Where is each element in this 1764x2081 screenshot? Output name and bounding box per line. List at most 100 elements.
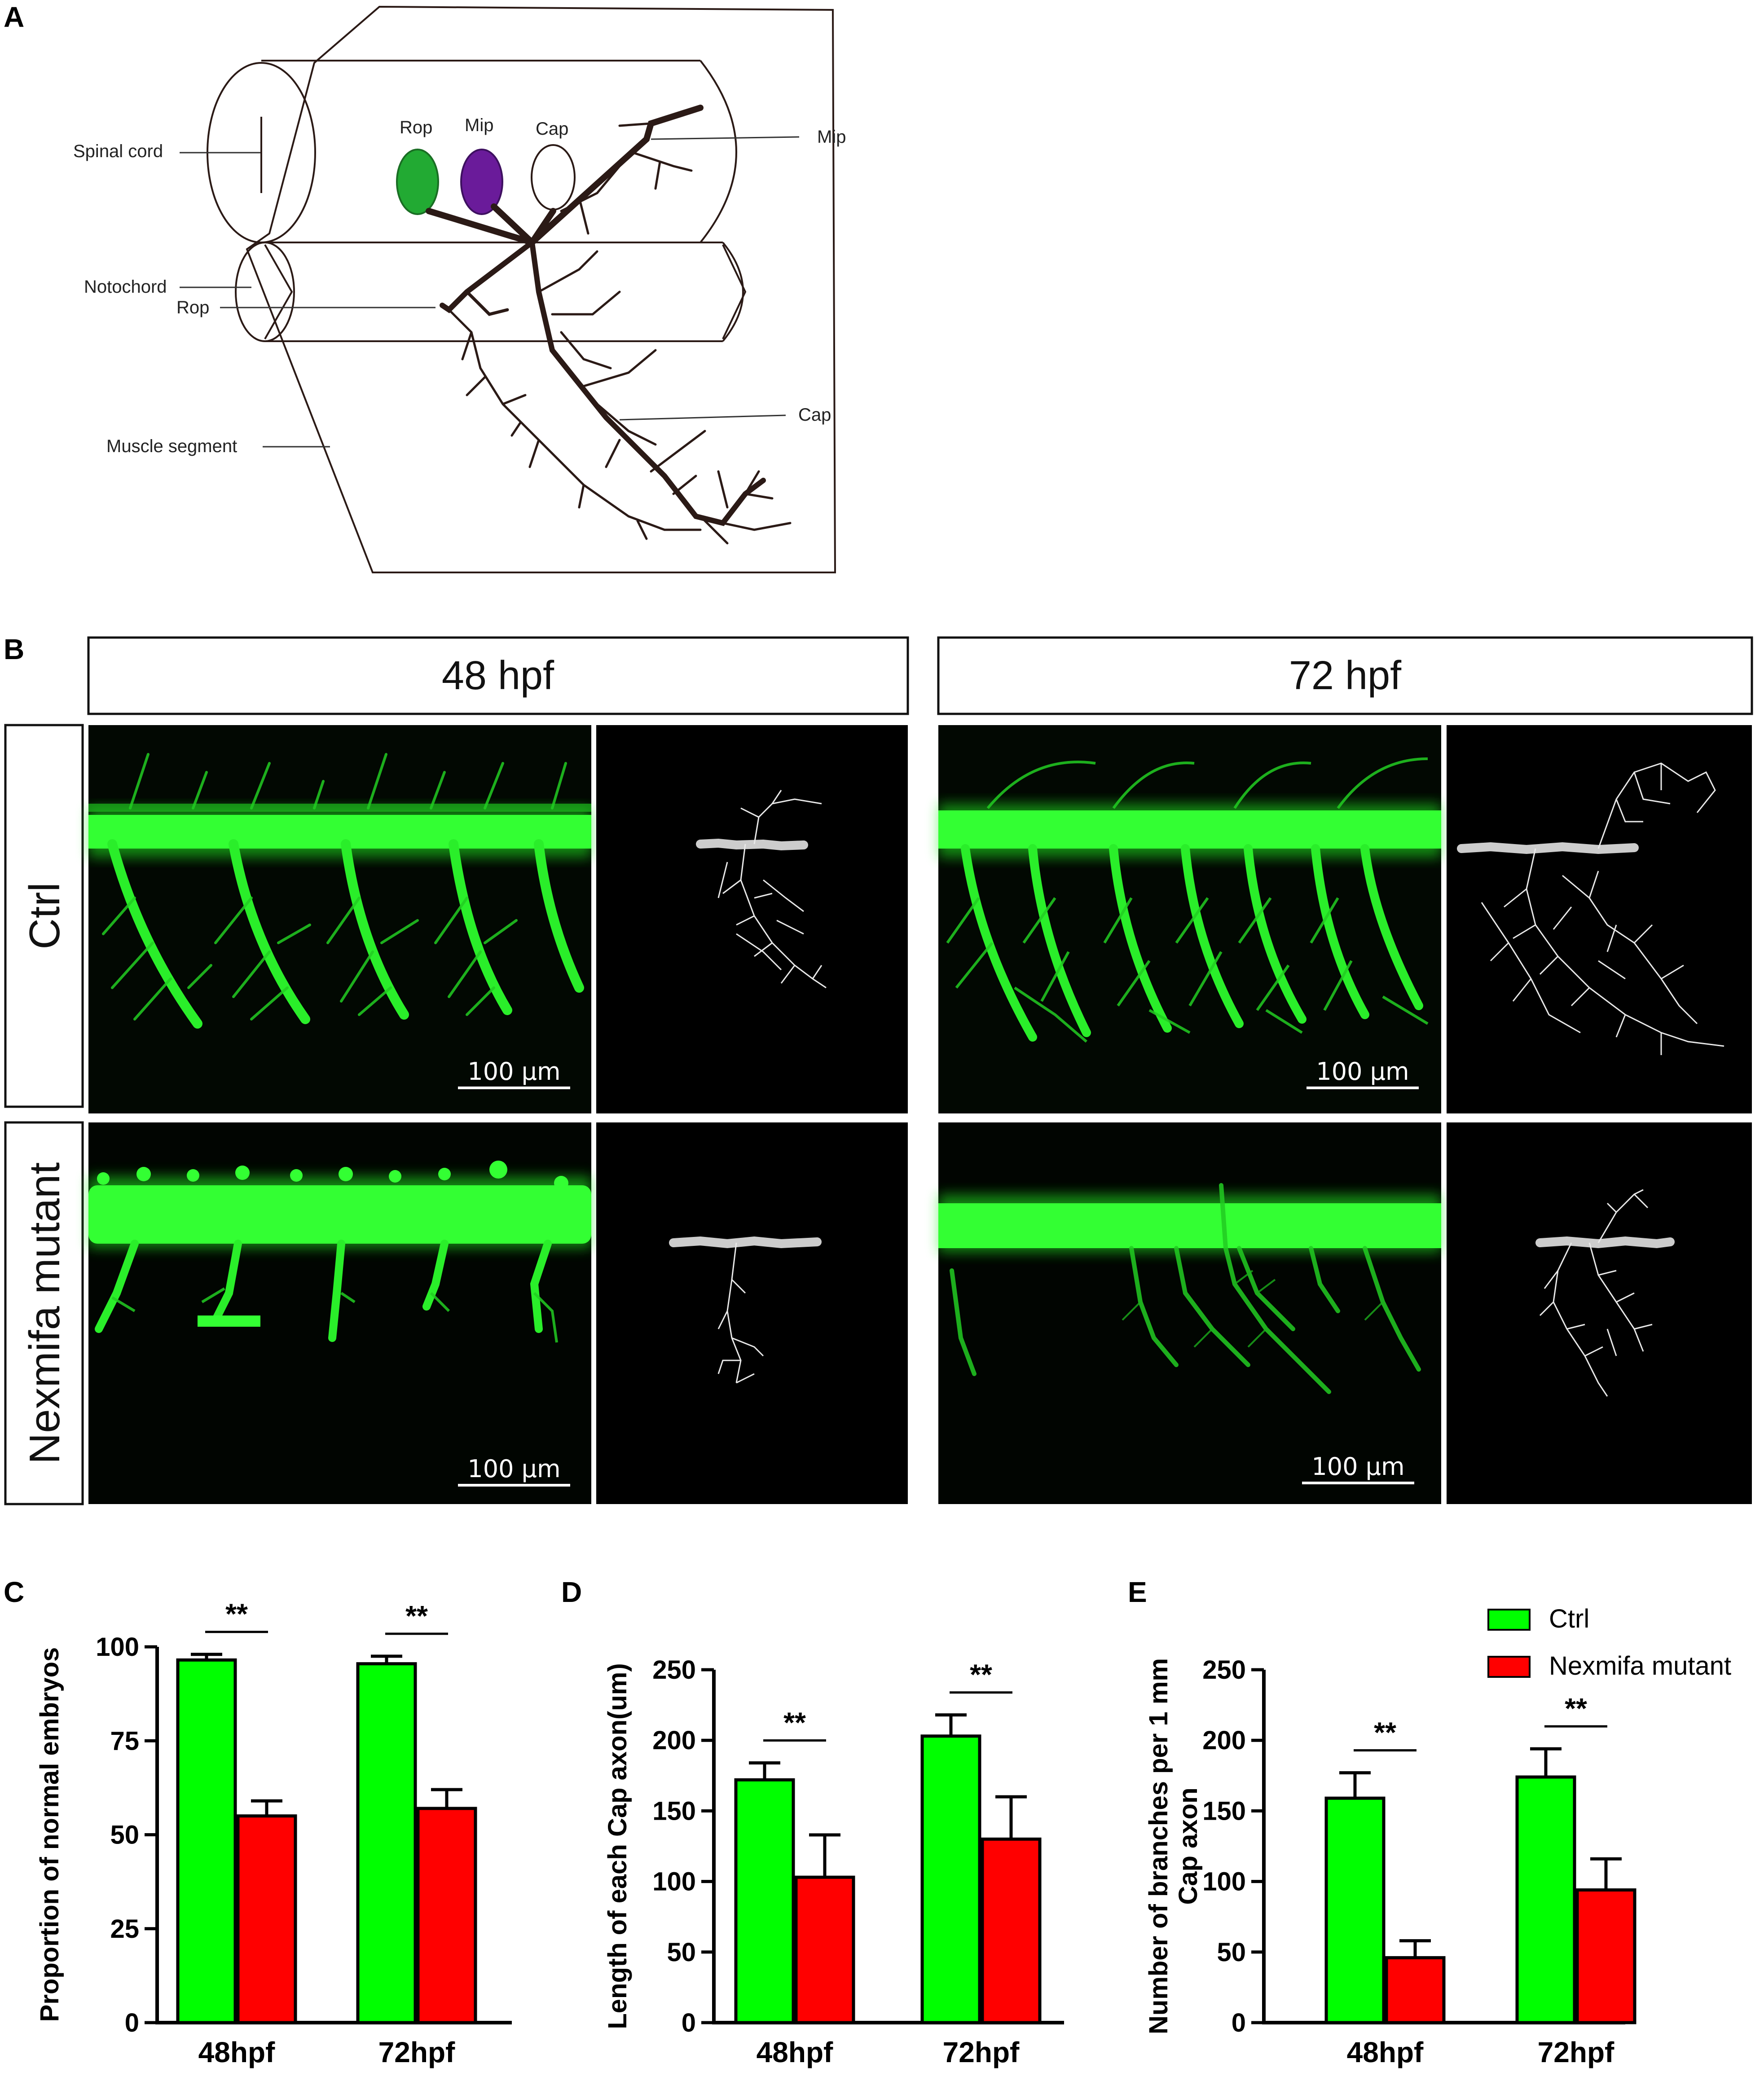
chart-e: E 0 50 100 150 200 250 Number of branches per 1… — [1128, 1576, 1636, 2068]
significance-mark: ** — [225, 1598, 248, 1630]
label-cap-cell: Cap — [536, 119, 568, 139]
y-tick-label: 25 — [110, 1914, 139, 1944]
notochord-inner-far — [722, 244, 747, 339]
label-rop-left: Rop — [176, 298, 209, 317]
x-category-label: 72hpf — [1538, 2036, 1614, 2068]
y-tick-label: 0 — [1232, 2008, 1246, 2037]
tracing-mutant-48hpf — [596, 1122, 908, 1504]
scale-label-ctrl-48: 100 μm — [467, 1057, 560, 1086]
panel-a: A — [4, 1, 846, 573]
muscle-segment-outline — [246, 5, 836, 573]
legend-mutant-swatch — [1487, 1656, 1531, 1678]
bar-ctrl-72hpf — [356, 1662, 417, 2024]
y-tick-label: 50 — [110, 1821, 139, 1850]
panel-b: B 48 hpf 72 hpf Ctrl Nexmifa mutant — [4, 633, 1753, 1505]
row-label-ctrl: Ctrl — [21, 882, 69, 949]
scale-bar-mutant-48 — [458, 1484, 570, 1487]
label-notochord: Notochord — [84, 277, 167, 297]
y-tick-label: 50 — [667, 1938, 696, 1967]
rop-cell-body — [396, 149, 439, 215]
y-tick-label: 100 — [1202, 1867, 1246, 1896]
y-tick-label: 150 — [1202, 1796, 1246, 1826]
y-tick-label: 0 — [125, 2008, 139, 2037]
label-rop-cell: Rop — [400, 118, 432, 137]
legend-ctrl-swatch — [1487, 1609, 1531, 1631]
y-tick-label: 250 — [652, 1655, 696, 1685]
notochord-inner — [264, 244, 293, 339]
bar-ctrl-72hpf — [1515, 1775, 1576, 2024]
row-box-ctrl — [4, 724, 84, 1108]
panel-d-letter: D — [561, 1576, 582, 1608]
x-category-label: 72hpf — [943, 2036, 1020, 2068]
panel-c-letter: C — [4, 1576, 24, 1608]
chart-d: D 0 50 100 150 200 250 Length of each Cap axon(… — [561, 1576, 1064, 2068]
panel-e-letter: E — [1128, 1576, 1147, 1608]
tracing-ctrl-72hpf — [1447, 725, 1752, 1113]
y-tick-label: 200 — [1202, 1726, 1246, 1755]
label-mip-cell: Mip — [465, 115, 493, 135]
schematic-diagram — [207, 5, 836, 573]
scale-bar-mutant-72 — [1302, 1482, 1414, 1484]
scale-bar-ctrl-72 — [1307, 1087, 1419, 1089]
spinal-cord-far-end — [699, 60, 737, 243]
y-axis-label-line: Number of branches per 1 mm — [1144, 1658, 1173, 2034]
x-category-label: 48hpf — [757, 2036, 833, 2068]
label-cap-right: Cap — [798, 405, 831, 425]
bar-mutant-72hpf — [1575, 1888, 1636, 2024]
y-axis-label-line: Cap axon — [1174, 1787, 1203, 1905]
x-category-label: 48hpf — [1347, 2036, 1424, 2068]
notochord-far-end — [722, 242, 744, 342]
bar-mutant-72hpf — [416, 1807, 477, 2024]
y-axis-label-line: Proportion of normal embryos — [35, 1647, 64, 2022]
cap-cell-body — [531, 144, 576, 211]
header-box-72 — [937, 636, 1753, 715]
bar-mutant-48hpf — [1385, 1956, 1446, 2024]
y-tick-label: 100 — [652, 1867, 696, 1896]
bar-mutant-48hpf — [794, 1875, 855, 2024]
y-axis-label-line: Length of each Cap axon(um) — [603, 1663, 632, 2029]
micrograph-ctrl-72hpf: 100 μm — [938, 725, 1441, 1113]
label-mip-right: Mip — [817, 127, 846, 147]
y-tick-label: 50 — [1217, 1938, 1246, 1967]
scale-label-ctrl-72: 100 μm — [1316, 1057, 1409, 1086]
notochord-end — [235, 242, 295, 342]
y-tick-label: 150 — [652, 1796, 696, 1826]
panel-a-letter: A — [4, 1, 24, 33]
scale-label-mutant-48: 100 μm — [467, 1455, 560, 1483]
chart-c: C 0 25 50 75 100 Proportion of normal embryos 4… — [4, 1576, 512, 2068]
x-category-label: 48hpf — [198, 2036, 275, 2068]
significance-mark: ** — [1374, 1716, 1396, 1749]
bar-ctrl-48hpf — [734, 1778, 795, 2024]
significance-mark: ** — [783, 1707, 806, 1739]
panel-b-letter: B — [4, 633, 24, 665]
tracing-ctrl-48hpf — [596, 725, 908, 1113]
bar-ctrl-72hpf — [920, 1734, 981, 2024]
micrograph-mutant-48hpf: 100 μm — [88, 1122, 591, 1504]
mip-cell-body — [460, 149, 503, 215]
header-box-48 — [87, 636, 909, 715]
significance-mark: ** — [970, 1659, 992, 1691]
y-axis-label: Proportion of normal embryos — [35, 1647, 64, 2022]
legend: Ctrl Nexmifa mutant — [1487, 1604, 1731, 1681]
micrograph-mutant-72hpf: 100 μm — [938, 1122, 1441, 1504]
row-label-mutant: Nexmifa mutant — [21, 1162, 69, 1464]
leader-lines — [180, 136, 800, 448]
row-box-mutant — [4, 1121, 84, 1505]
bar-mutant-72hpf — [981, 1837, 1042, 2024]
y-tick-label: 0 — [682, 2008, 696, 2037]
scale-bar-ctrl-48 — [458, 1087, 570, 1089]
scale-label-mutant-72: 100 μm — [1311, 1452, 1404, 1481]
bar-ctrl-48hpf — [1324, 1796, 1386, 2024]
y-tick-label: 75 — [110, 1726, 139, 1755]
y-axis-label: Length of each Cap axon(um) — [603, 1663, 632, 2029]
bar-mutant-48hpf — [236, 1814, 297, 2024]
header-72hpf: 72 hpf — [1289, 653, 1402, 698]
y-tick-label: 100 — [96, 1632, 139, 1662]
tracing-mutant-72hpf — [1447, 1122, 1752, 1504]
y-tick-label: 250 — [1202, 1655, 1246, 1685]
significance-mark: ** — [1565, 1692, 1587, 1725]
significance-mark: ** — [405, 1600, 428, 1632]
axon-tree — [426, 105, 792, 545]
x-category-label: 72hpf — [378, 2036, 455, 2068]
